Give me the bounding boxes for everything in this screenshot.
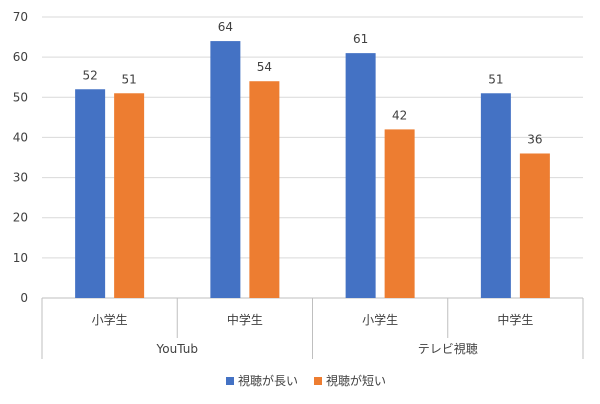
bar-short-1 xyxy=(249,81,280,298)
y-tick-label-60: 60 xyxy=(13,50,28,64)
data-label-short-0: 51 xyxy=(121,72,136,86)
y-tick-label-50: 50 xyxy=(13,90,28,104)
bar-long-3 xyxy=(480,93,511,299)
x-category-label-1: 中学生 xyxy=(227,312,263,327)
y-tick-label-40: 40 xyxy=(13,130,28,144)
y-tick-label-0: 0 xyxy=(20,291,28,305)
data-label-long-3: 51 xyxy=(488,72,503,86)
bar-long-0 xyxy=(75,89,106,298)
bar-short-0 xyxy=(114,93,145,299)
x-category-label-2: 小学生 xyxy=(362,312,398,327)
y-tick-label-70: 70 xyxy=(13,10,28,24)
x-group-label-1: テレビ視聴 xyxy=(418,341,478,356)
legend-label-long: 視聴が長い xyxy=(238,373,298,388)
y-tick-label-30: 30 xyxy=(13,171,28,185)
y-tick-label-20: 20 xyxy=(13,211,28,225)
legend-label-short: 視聴が短い xyxy=(326,373,386,388)
data-label-long-2: 61 xyxy=(353,32,368,46)
x-category-label-0: 小学生 xyxy=(92,312,128,327)
y-tick-label-10: 10 xyxy=(13,251,28,265)
bar-short-2 xyxy=(384,129,415,298)
x-group-label-0: YouTub xyxy=(156,342,198,356)
bar-long-2 xyxy=(345,53,376,298)
bar-short-3 xyxy=(519,153,550,298)
data-label-short-1: 54 xyxy=(257,60,272,74)
data-label-long-1: 64 xyxy=(218,20,233,34)
data-label-short-2: 42 xyxy=(392,108,407,122)
x-category-label-3: 中学生 xyxy=(497,312,533,327)
data-label-short-3: 36 xyxy=(527,132,542,146)
bar-long-1 xyxy=(210,41,241,298)
legend-swatch-long xyxy=(226,377,234,385)
legend-swatch-short xyxy=(314,377,322,385)
data-label-long-0: 52 xyxy=(82,68,97,82)
